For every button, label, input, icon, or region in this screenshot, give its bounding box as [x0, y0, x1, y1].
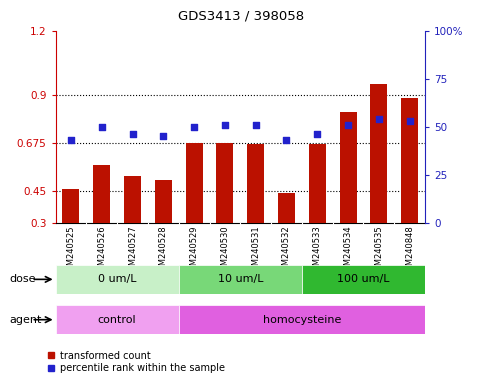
Bar	[179, 265, 302, 294]
Bar	[302, 265, 425, 294]
Bar	[278, 193, 295, 223]
Bar	[340, 112, 356, 223]
Bar	[309, 144, 326, 223]
Bar	[179, 305, 425, 334]
Bar	[401, 98, 418, 223]
Text: homocysteine: homocysteine	[263, 314, 341, 325]
Text: dose: dose	[10, 274, 36, 285]
Bar	[93, 165, 110, 223]
Bar	[155, 180, 172, 223]
Bar	[247, 144, 264, 223]
Point	[406, 118, 413, 124]
Text: 100 um/L: 100 um/L	[337, 274, 390, 285]
Bar	[56, 305, 179, 334]
Bar	[56, 265, 179, 294]
Legend: transformed count, percentile rank within the sample: transformed count, percentile rank withi…	[43, 347, 229, 377]
Point	[67, 137, 75, 143]
Text: control: control	[98, 314, 136, 325]
Point	[98, 124, 106, 130]
Point	[375, 116, 383, 122]
Point	[128, 131, 136, 137]
Point	[190, 124, 198, 130]
Bar	[370, 84, 387, 223]
Point	[283, 137, 290, 143]
Text: 10 um/L: 10 um/L	[217, 274, 263, 285]
Text: GDS3413 / 398058: GDS3413 / 398058	[178, 10, 305, 23]
Text: 0 um/L: 0 um/L	[98, 274, 136, 285]
Point	[313, 131, 321, 137]
Bar	[62, 189, 79, 223]
Point	[221, 122, 229, 128]
Point	[252, 122, 259, 128]
Point	[344, 122, 352, 128]
Bar	[185, 143, 202, 223]
Bar	[124, 176, 141, 223]
Text: agent: agent	[10, 314, 42, 325]
Point	[159, 133, 167, 139]
Bar	[216, 143, 233, 223]
